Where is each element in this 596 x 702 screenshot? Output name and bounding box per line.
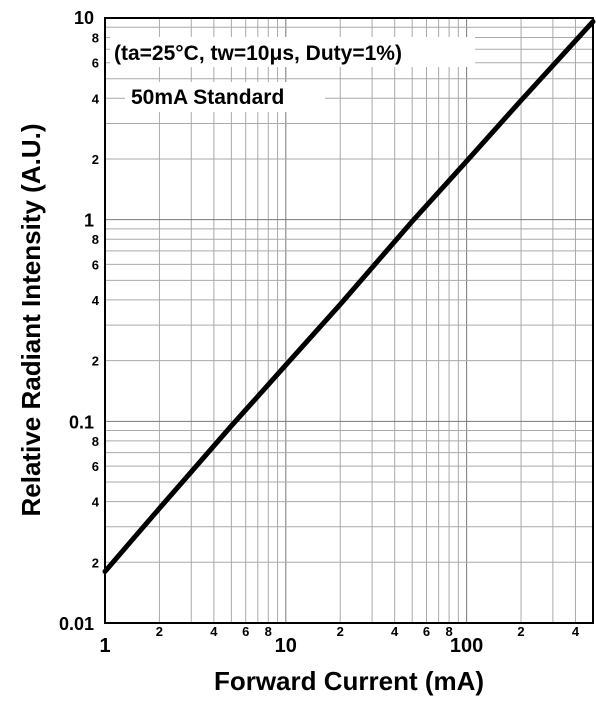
x-tick-label-minor: 2 [337, 624, 344, 639]
x-tick-label-minor: 8 [445, 624, 452, 639]
x-tick-label-minor: 2 [517, 624, 524, 639]
plot-frame [104, 17, 594, 624]
grid [105, 18, 593, 623]
x-tick-label-minor: 4 [210, 624, 218, 639]
y-tick-label-minor: 2 [92, 152, 99, 167]
y-tick-label-minor: 4 [92, 91, 100, 106]
y-tick-label-minor: 2 [92, 555, 99, 570]
y-tick-label-major: 1 [84, 211, 94, 231]
y-tick-labels: 0.01 0.1 1 10 2 4 6 8 2 4 6 8 2 4 6 8 [59, 8, 100, 634]
annotation-conditions: (ta=25°C, tw=10μs, Duty=1%) [114, 42, 402, 65]
x-tick-label-major: 100 [450, 635, 483, 657]
y-tick-label-minor: 4 [92, 293, 100, 308]
y-tick-label-major: 0.01 [59, 614, 94, 634]
series-curve [102, 19, 596, 574]
annotation-standard: 50mA Standard [131, 86, 284, 109]
x-tick-label-major: 10 [275, 635, 297, 657]
x-tick-label-minor: 8 [265, 624, 272, 639]
x-tick-label-minor: 4 [572, 624, 580, 639]
y-tick-label-minor: 6 [92, 257, 99, 272]
y-tick-label-minor: 8 [92, 31, 99, 46]
y-tick-label-major: 10 [74, 8, 94, 28]
y-tick-label-minor: 8 [92, 434, 99, 449]
data-line [102, 19, 596, 574]
x-axis-label: Forward Current (mA) [214, 666, 484, 696]
y-tick-label-minor: 6 [92, 459, 99, 474]
y-axis-label: Relative Radiant Intensity (A.U.) [16, 124, 46, 517]
x-tick-label-minor: 2 [156, 624, 163, 639]
x-tick-label-minor: 6 [242, 624, 249, 639]
x-tick-label-minor: 4 [391, 624, 399, 639]
x-tick-label-major: 1 [99, 635, 110, 657]
y-tick-label-minor: 8 [92, 232, 99, 247]
annotation-conditions-background [110, 37, 475, 67]
x-tick-label-minor: 6 [423, 624, 430, 639]
y-tick-label-major: 0.1 [69, 412, 94, 432]
y-tick-label-minor: 2 [92, 354, 99, 369]
annotation-standard-background [125, 82, 325, 112]
y-tick-label-minor: 4 [92, 495, 100, 510]
y-tick-label-minor: 6 [92, 56, 99, 71]
